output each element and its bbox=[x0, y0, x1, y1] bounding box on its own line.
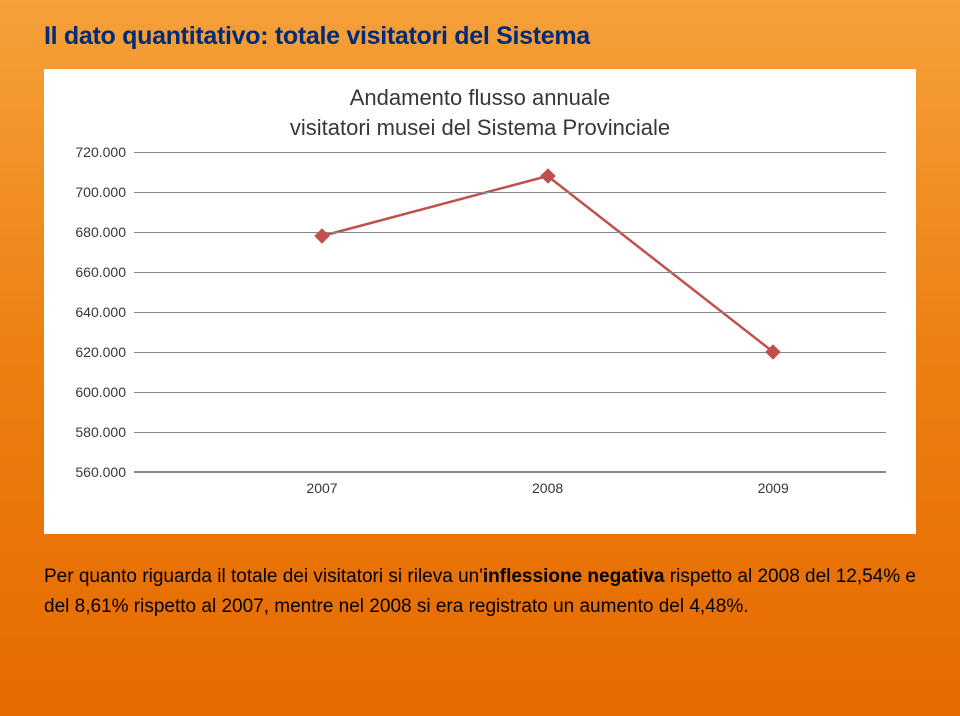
page-title: Il dato quantitativo: totale visitatori … bbox=[44, 22, 916, 51]
ytick-label: 560.000 bbox=[75, 464, 126, 480]
chart-plot-wrap: 560.000580.000600.000620.000640.000660.0… bbox=[134, 152, 886, 522]
ytick-label: 660.000 bbox=[75, 264, 126, 280]
ytick-label: 720.000 bbox=[75, 144, 126, 160]
gridline bbox=[134, 232, 886, 233]
xtick-label: 2007 bbox=[306, 480, 337, 496]
caption-bold: inflessione negativa bbox=[483, 566, 665, 587]
xtick-label: 2008 bbox=[532, 480, 563, 496]
ytick-label: 680.000 bbox=[75, 224, 126, 240]
gridline bbox=[134, 472, 886, 473]
chart-card: Andamento flusso annuale visitatori muse… bbox=[44, 69, 916, 534]
ytick-label: 700.000 bbox=[75, 184, 126, 200]
gridline bbox=[134, 272, 886, 273]
gridline bbox=[134, 312, 886, 313]
ytick-label: 620.000 bbox=[75, 344, 126, 360]
chart-title: Andamento flusso annuale visitatori muse… bbox=[64, 83, 896, 142]
plot-area: 560.000580.000600.000620.000640.000660.0… bbox=[134, 152, 886, 472]
chart-title-line2: visitatori musei del Sistema Provinciale bbox=[290, 115, 670, 140]
caption-pre: Per quanto riguarda il totale dei visita… bbox=[44, 566, 483, 587]
ytick-label: 580.000 bbox=[75, 424, 126, 440]
caption-paragraph: Per quanto riguarda il totale dei visita… bbox=[44, 562, 916, 621]
gridline bbox=[134, 152, 886, 153]
xtick-label: 2009 bbox=[758, 480, 789, 496]
gridline bbox=[134, 432, 886, 433]
ytick-label: 640.000 bbox=[75, 304, 126, 320]
chart-title-line1: Andamento flusso annuale bbox=[350, 85, 611, 110]
chart-series-line bbox=[322, 176, 773, 352]
gridline bbox=[134, 392, 886, 393]
ytick-label: 600.000 bbox=[75, 384, 126, 400]
gridline bbox=[134, 192, 886, 193]
